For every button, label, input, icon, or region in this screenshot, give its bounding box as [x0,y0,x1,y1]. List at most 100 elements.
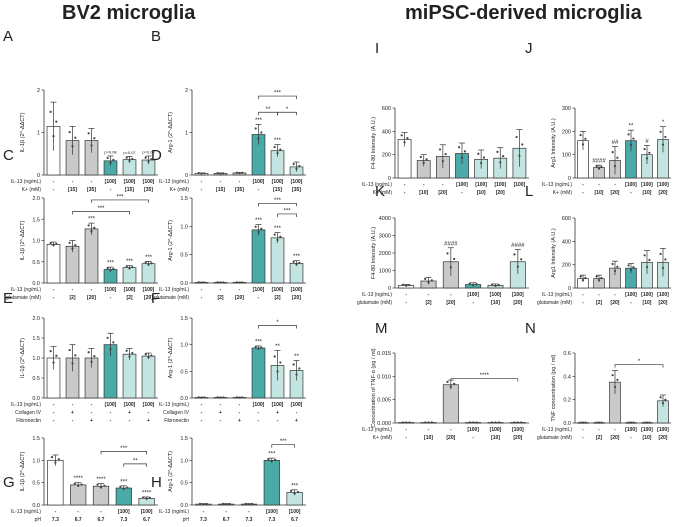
data-point [144,156,147,159]
y-axis-label: F4-80 Intensity (A.U.) [371,117,377,169]
data-point [472,421,475,424]
data-point [274,458,277,461]
condition-value: - [614,182,616,188]
condition-value: - [405,300,407,306]
data-point [659,396,662,399]
data-point [96,483,99,486]
data-point [244,502,247,505]
condition-row-label: Collagen IV [15,410,42,416]
data-point [408,284,411,287]
condition-value: - [225,509,227,515]
y-tick-label: 3000 [379,234,391,240]
condition-row-label: IL-13 (ng/mL) [11,287,41,293]
data-point [405,284,408,287]
condition-value: - [630,300,632,306]
data-point [446,252,449,255]
data-point [494,421,497,424]
data-point [453,257,456,261]
condition-value: [100] [253,402,265,408]
panel-letter-C: C [3,147,14,164]
data-point [444,152,447,156]
data-point [477,152,480,155]
data-point [403,141,406,144]
data-point [518,154,521,157]
condition-value: - [582,292,584,298]
chart-panel-H: 0.0 0.5 1.0 1.5 Arg-1 (2^-ΔΔCT) *** *** *** IL-1… [159,436,306,523]
significance-label: **** [142,490,152,496]
condition-value: 6.7 [223,517,230,523]
bar [263,459,280,506]
y-tick-label: 0.0 [32,503,40,509]
condition-value: [20] [292,295,301,301]
data-point [643,421,646,424]
y-tick-label: 0.5 [32,481,40,487]
significance-bracket [277,213,297,217]
y-tick-label: 400 [562,239,571,245]
y-axis-label: Concentration of TNF-α (pg / ml) [371,348,377,427]
data-point [55,242,58,245]
significance-bracket [123,463,147,467]
data-point [494,284,497,288]
y-tick-label: 0.5 [180,369,188,375]
y-tick-label: 0.0 [180,503,188,509]
condition-value: [100] [272,287,284,293]
condition-row-label: IL-13 (ng/mL) [159,287,189,293]
condition-value: [100] [143,287,155,293]
data-point [581,421,585,424]
condition-value: [10] [595,190,604,196]
condition-value: [100] [272,179,284,185]
y-tick-label: 0.000 [377,421,391,427]
condition-value: [100] [641,427,653,433]
condition-value: - [614,292,616,298]
bracket-label: ** [266,107,271,113]
data-point [119,485,122,488]
data-point [147,160,150,163]
data-point [200,281,203,284]
y-axis-label: Arg1 Intensity (A.U.) [551,118,557,168]
condition-value: [20] [144,295,153,301]
panel-letter-M: M [375,320,388,337]
condition-value: [10] [643,435,652,441]
data-point [202,503,205,506]
condition-value: - [77,509,79,515]
condition-value: [20] [513,300,522,306]
condition-row-label: IL-13 (ng/mL) [11,179,41,185]
data-point [238,281,241,284]
data-point [93,354,96,358]
panel-letter-B: B [151,28,162,45]
condition-value: - [91,287,93,293]
data-point [441,159,444,163]
condition-value: - [248,509,250,515]
condition-value: - [404,182,406,188]
y-tick-label: 1 [37,131,40,137]
data-point [627,264,630,267]
condition-value: - [53,402,55,408]
data-point [584,421,587,424]
condition-value: - [428,292,430,298]
y-tick-label: 2.0 [32,316,40,322]
data-point [71,145,74,148]
condition-row-label: IL-13 (ng/mL) [542,427,572,433]
condition-value: - [461,190,463,196]
condition-value: - [598,292,600,298]
data-point [502,154,505,158]
condition-value: [100] [490,427,502,433]
significance-label: *** [291,483,299,489]
data-point [521,143,524,146]
condition-value: [20] [659,190,668,196]
condition-value: - [53,295,55,301]
data-point [203,172,206,175]
data-point [295,167,298,170]
data-point [427,421,430,424]
condition-value: - [239,410,241,416]
condition-value: - [405,427,407,433]
y-tick-label: 1.0 [180,224,188,230]
data-point [254,127,257,130]
condition-value: - [220,287,222,293]
condition-value: - [53,179,55,185]
y-tick-label: 1.5 [32,336,40,342]
condition-value: 6.7 [143,517,150,523]
data-point [147,356,150,359]
condition-value: 7.3 [52,517,59,523]
